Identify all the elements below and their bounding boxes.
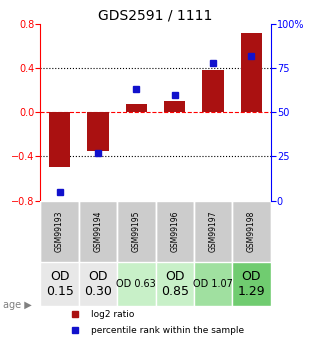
Text: OD
0.15: OD 0.15 xyxy=(46,270,73,298)
FancyBboxPatch shape xyxy=(79,200,117,262)
FancyBboxPatch shape xyxy=(194,262,232,306)
Text: OD 0.63: OD 0.63 xyxy=(116,279,156,289)
Bar xyxy=(202,70,224,112)
Text: OD 1.07: OD 1.07 xyxy=(193,279,233,289)
FancyBboxPatch shape xyxy=(232,262,271,306)
Text: GSM99197: GSM99197 xyxy=(209,211,217,252)
FancyBboxPatch shape xyxy=(156,200,194,262)
Title: GDS2591 / 1111: GDS2591 / 1111 xyxy=(98,9,213,23)
FancyBboxPatch shape xyxy=(194,200,232,262)
Bar xyxy=(164,101,185,112)
FancyBboxPatch shape xyxy=(156,262,194,306)
Text: age ▶: age ▶ xyxy=(3,300,32,310)
Bar xyxy=(49,112,70,167)
Bar xyxy=(241,33,262,112)
Text: GSM99195: GSM99195 xyxy=(132,211,141,252)
FancyBboxPatch shape xyxy=(79,262,117,306)
Bar xyxy=(87,112,109,151)
FancyBboxPatch shape xyxy=(117,200,156,262)
Text: GSM99198: GSM99198 xyxy=(247,211,256,252)
Text: GSM99193: GSM99193 xyxy=(55,211,64,252)
Text: percentile rank within the sample: percentile rank within the sample xyxy=(91,326,244,335)
FancyBboxPatch shape xyxy=(232,200,271,262)
Text: OD
1.29: OD 1.29 xyxy=(238,270,265,298)
Text: OD
0.30: OD 0.30 xyxy=(84,270,112,298)
Text: GSM99196: GSM99196 xyxy=(170,211,179,252)
FancyBboxPatch shape xyxy=(40,200,79,262)
Text: log2 ratio: log2 ratio xyxy=(91,310,134,319)
Bar xyxy=(126,104,147,112)
FancyBboxPatch shape xyxy=(40,262,79,306)
FancyBboxPatch shape xyxy=(117,262,156,306)
Text: GSM99194: GSM99194 xyxy=(94,211,102,252)
Text: OD
0.85: OD 0.85 xyxy=(161,270,189,298)
